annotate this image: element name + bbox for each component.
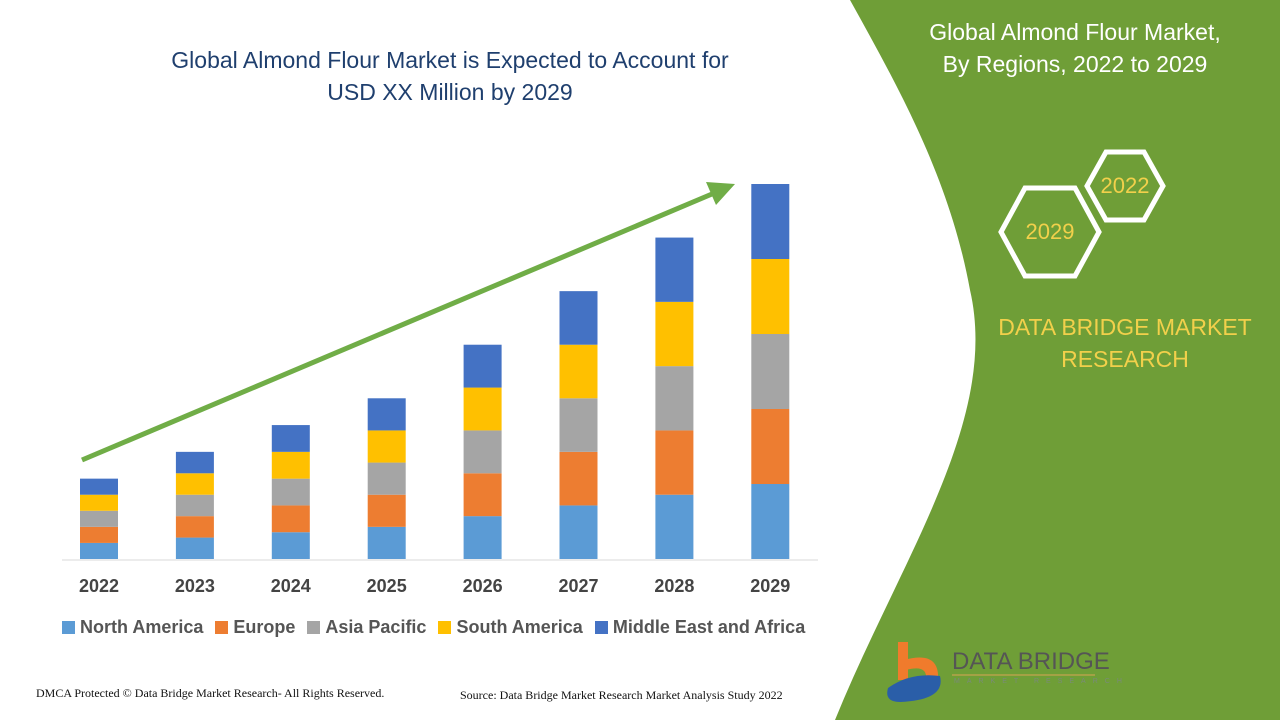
logo-icon bbox=[887, 642, 941, 702]
x-tick-label: 2027 bbox=[558, 576, 599, 596]
bar-segment bbox=[655, 494, 694, 559]
bar-segment bbox=[559, 398, 598, 452]
bar-segment bbox=[175, 537, 214, 559]
bar-segment bbox=[271, 451, 310, 479]
bar-segment bbox=[367, 462, 406, 495]
legend: North America Europe Asia Pacific South … bbox=[62, 617, 805, 638]
bar-segment bbox=[271, 505, 310, 533]
legend-swatch bbox=[62, 621, 75, 634]
title-line-1: Global Almond Flour Market is Expected t… bbox=[171, 47, 729, 73]
title-line-2: USD XX Million by 2029 bbox=[327, 79, 573, 105]
legend-item: Middle East and Africa bbox=[594, 617, 806, 638]
side-title-line-1: Global Almond Flour Market, bbox=[929, 19, 1221, 45]
bar-segment bbox=[751, 259, 790, 334]
x-tick-label: 2029 bbox=[750, 576, 791, 596]
bar-segment bbox=[751, 334, 790, 409]
legend-swatch bbox=[594, 621, 608, 634]
bar-segment bbox=[175, 494, 214, 517]
bar-segment bbox=[463, 473, 502, 517]
bars bbox=[80, 184, 790, 559]
bar-segment bbox=[367, 398, 406, 431]
bar-segment bbox=[80, 478, 118, 495]
bar-segment bbox=[559, 291, 598, 345]
logo-name: DATA BRIDGE bbox=[952, 648, 1110, 675]
legend-swatch bbox=[307, 621, 321, 634]
bar-segment bbox=[367, 494, 406, 527]
bar-segment bbox=[80, 526, 118, 543]
hex-label-2029: 2029 bbox=[1025, 219, 1075, 244]
legend-item: North America bbox=[62, 617, 203, 638]
bar-segment bbox=[80, 542, 118, 559]
bar-segment bbox=[751, 484, 790, 559]
legend-label: South America bbox=[456, 617, 583, 637]
bar-segment bbox=[463, 430, 502, 474]
bar-segment bbox=[367, 526, 406, 559]
bar-segment bbox=[559, 505, 598, 559]
bar-segment bbox=[175, 516, 214, 538]
legend-label: Asia Pacific bbox=[325, 617, 427, 637]
bar-segment bbox=[655, 237, 694, 302]
side-panel bbox=[835, 0, 1280, 720]
side-panel-title: Global Almond Flour Market, By Regions, … bbox=[890, 16, 1260, 80]
chart-title: Global Almond Flour Market is Expected t… bbox=[120, 44, 780, 108]
legend-label: Europe bbox=[233, 617, 296, 637]
x-tick-label: 2028 bbox=[654, 576, 695, 596]
hexagon-2029 bbox=[998, 185, 1102, 279]
bar-segment bbox=[271, 425, 310, 452]
bar-segment bbox=[559, 451, 598, 506]
footer-copyright: DMCA Protected © Data Bridge Market Rese… bbox=[36, 686, 385, 700]
bar-segment bbox=[463, 516, 502, 559]
legend-label: Middle East and Africa bbox=[612, 617, 806, 637]
bar-segment bbox=[463, 344, 502, 388]
footer-source: Source: Data Bridge Market Research Mark… bbox=[460, 688, 783, 702]
hex-label-2022: 2022 bbox=[1100, 173, 1150, 198]
bar-segment bbox=[271, 478, 310, 506]
x-tick-label: 2023 bbox=[174, 576, 215, 596]
bar-segment bbox=[751, 184, 790, 259]
bar-segment bbox=[655, 366, 694, 431]
bar-segment bbox=[559, 344, 598, 399]
x-tick-label: 2025 bbox=[366, 576, 407, 596]
bar-segment bbox=[751, 409, 790, 484]
legend-item: South America bbox=[438, 617, 583, 638]
brand-line-1: DATA BRIDGE MARKET bbox=[998, 314, 1252, 340]
side-title-line-2: By Regions, 2022 to 2029 bbox=[942, 51, 1208, 77]
bar-segment bbox=[655, 430, 694, 495]
brand-line-2: RESEARCH bbox=[1061, 346, 1189, 372]
bar-segment bbox=[655, 301, 694, 367]
bar-segment bbox=[80, 510, 118, 527]
legend-label: North America bbox=[80, 617, 204, 637]
x-tick-label: 2024 bbox=[270, 576, 311, 596]
logo-tagline: MARKET RESEARCH bbox=[954, 678, 1129, 685]
x-tick-label: 2026 bbox=[462, 576, 503, 596]
bar-segment bbox=[463, 387, 502, 431]
legend-swatch bbox=[215, 621, 229, 634]
bar-segment bbox=[271, 532, 310, 559]
bar-segment bbox=[367, 430, 406, 463]
bar-segment bbox=[175, 451, 214, 474]
trend-arrowhead bbox=[706, 182, 735, 205]
x-tick-label: 2022 bbox=[78, 576, 120, 596]
legend-item: Asia Pacific bbox=[307, 617, 426, 638]
legend-item: Europe bbox=[215, 617, 295, 638]
trend-arrow bbox=[81, 191, 713, 463]
legend-swatch bbox=[438, 621, 452, 634]
hexagon-2022 bbox=[1084, 149, 1166, 223]
bar-segment bbox=[80, 494, 118, 511]
bar-segment bbox=[175, 473, 214, 495]
brand-text: DATA BRIDGE MARKET RESEARCH bbox=[975, 311, 1275, 375]
